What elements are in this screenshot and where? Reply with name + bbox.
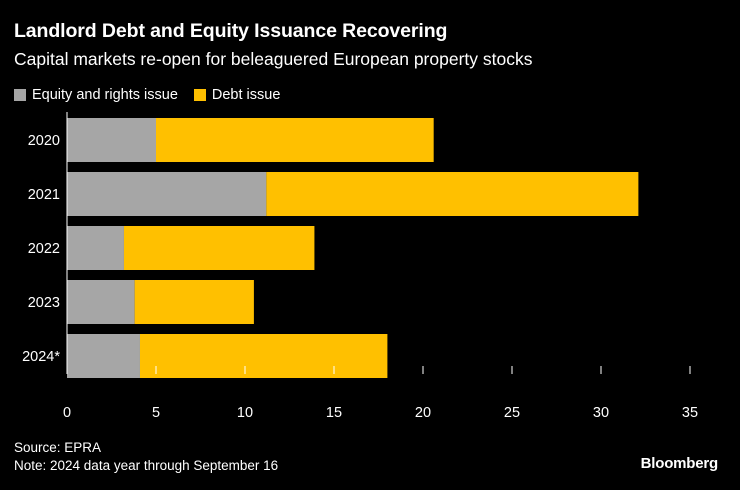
- bar-2024-debt: [139, 334, 388, 378]
- y-tick-label: 2023: [28, 295, 60, 311]
- bar-2022-debt: [123, 226, 315, 270]
- legend-swatch-debt: [193, 89, 206, 101]
- x-tick-label: 15: [326, 405, 342, 421]
- legend-label-debt: Debt issue: [211, 87, 281, 103]
- chart-subtitle: Capital markets re-open for beleaguered …: [14, 49, 533, 69]
- bar-2021-equity: [67, 172, 267, 216]
- bar-2021-debt: [266, 172, 639, 216]
- bar-2022-equity: [67, 226, 124, 270]
- x-tick-label: 25: [504, 405, 520, 421]
- chart-title: Landlord Debt and Equity Issuance Recove…: [14, 20, 448, 42]
- x-tick-label: 0: [63, 405, 71, 421]
- data-note: Note: 2024 data year through September 1…: [14, 458, 279, 473]
- x-tick-label: 5: [152, 405, 160, 421]
- source-note: Source: EPRA: [14, 440, 102, 455]
- bar-2024-equity: [67, 334, 140, 378]
- x-tick-label: 30: [593, 405, 609, 421]
- x-tick-label: 35: [682, 405, 698, 421]
- legend-item-equity: Equity and rights issue: [14, 87, 178, 103]
- bar-2023-equity: [67, 280, 135, 324]
- legend-swatch-equity: [14, 89, 26, 101]
- legend-label-equity: Equity and rights issue: [32, 87, 178, 103]
- y-tick-label: 2021: [28, 187, 60, 203]
- chart-legend: Equity and rights issue Debt issue: [14, 85, 296, 105]
- legend-item-debt: Debt issue: [193, 87, 281, 103]
- x-tick-label: 10: [237, 405, 253, 421]
- bloomberg-logo: Bloomberg: [640, 455, 719, 472]
- y-tick-label: 2022: [28, 241, 60, 257]
- bar-2020-debt: [156, 118, 434, 162]
- x-tick-label: 20: [415, 405, 431, 421]
- y-tick-label: 2024*: [22, 349, 60, 365]
- bar-2020-equity: [67, 118, 156, 162]
- bar-2023-debt: [134, 280, 254, 324]
- y-tick-label: 2020: [28, 133, 60, 149]
